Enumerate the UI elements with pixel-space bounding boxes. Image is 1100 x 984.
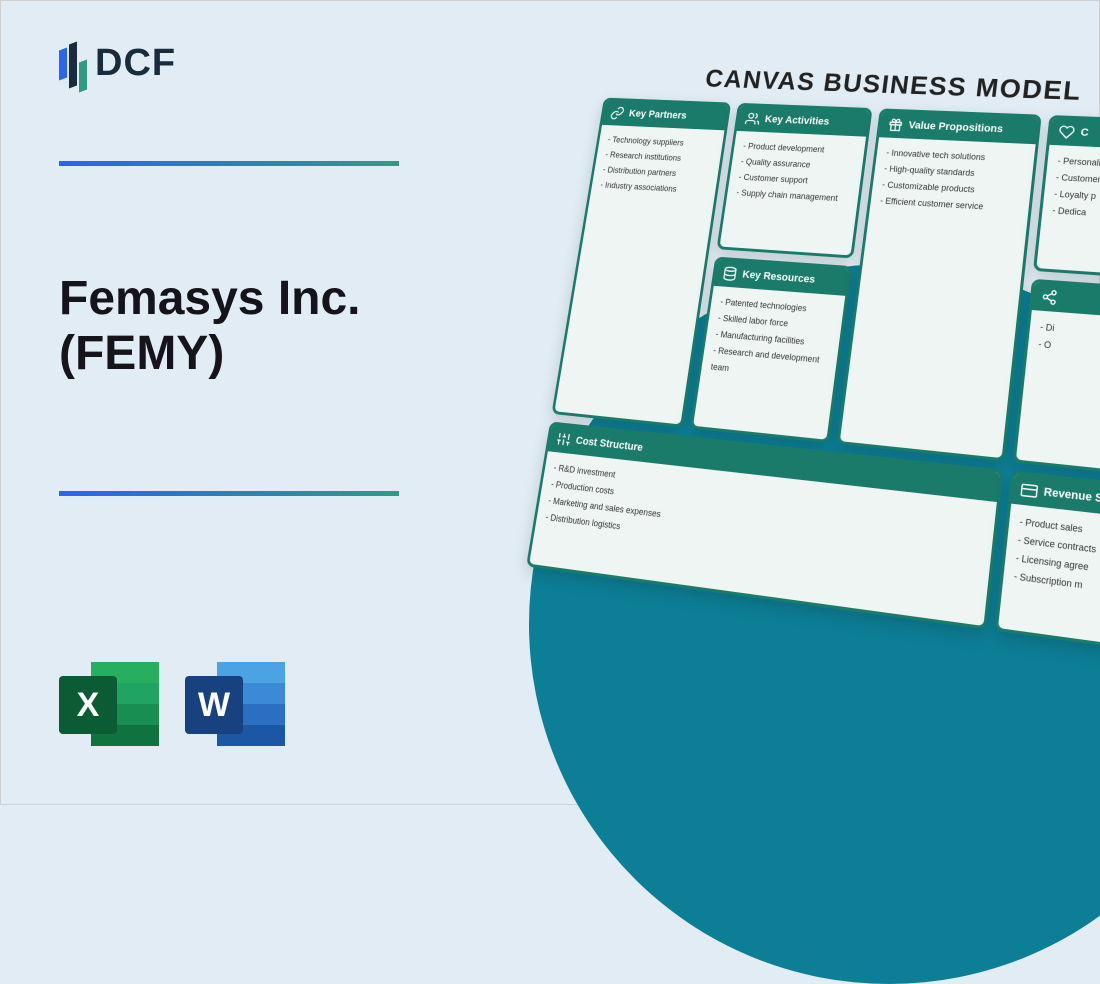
card-label: Key Resources [742, 269, 816, 286]
card-label: Key Partners [628, 108, 687, 121]
sliders-icon [556, 431, 572, 448]
card-key-resources: Key Resources Patented technologies Skil… [690, 257, 852, 443]
card-revenue-streams: Revenue S Product sales Service contract… [994, 471, 1100, 649]
card-label: Key Activities [764, 114, 830, 128]
page-title: Femasys Inc. (FEMY) [59, 271, 361, 381]
brand-logo: DCF [59, 39, 176, 87]
excel-letter: X [59, 676, 117, 734]
canvas-grid: Key Partners Technology suppliers Resear… [526, 98, 1100, 653]
card-label: C [1080, 127, 1089, 139]
canvas-board: CANVAS BUSINESS MODEL Key Partners Techn… [526, 61, 1100, 652]
card-body: Product sales Service contracts Licensin… [1002, 504, 1100, 610]
brand-name: DCF [95, 42, 176, 85]
share-icon [1041, 289, 1059, 306]
gift-icon [887, 117, 904, 133]
word-letter: W [185, 676, 243, 734]
card-label: Revenue S [1043, 486, 1100, 505]
users-icon [745, 111, 761, 126]
card-customer-relationships: C Personaliz Customer Loyalty p Dedica [1033, 115, 1100, 279]
card-value-propositions: Value Propositions Innovative tech solut… [837, 108, 1042, 461]
divider-top [59, 161, 399, 166]
title-line2: (FEMY) [59, 326, 361, 381]
card-body: Technology suppliers Research institutio… [590, 125, 725, 207]
divider-bottom [59, 491, 399, 496]
link-icon [610, 106, 626, 121]
heart-icon [1058, 124, 1076, 140]
credit-card-icon [1020, 481, 1038, 500]
excel-icon: X [59, 654, 159, 754]
title-line1: Femasys Inc. [59, 271, 361, 326]
app-icons: X W [59, 654, 285, 754]
card-label: Value Propositions [908, 120, 1004, 135]
logo-bars-icon [59, 39, 87, 87]
card-body: Personaliz Customer Loyalty p Dedica [1041, 145, 1100, 234]
card-label: Cost Structure [575, 435, 644, 454]
word-icon: W [185, 654, 285, 754]
card-body: Innovative tech solutions High-quality s… [869, 137, 1036, 226]
card-channels: Di O [1013, 279, 1100, 476]
card-body: Di O [1026, 310, 1100, 371]
card-key-activities: Key Activities Product development Quali… [717, 103, 873, 259]
card-body: Product development Quality assurance Cu… [725, 131, 866, 216]
card-body: Patented technologies Skilled labor forc… [699, 286, 845, 395]
database-icon [722, 266, 739, 282]
